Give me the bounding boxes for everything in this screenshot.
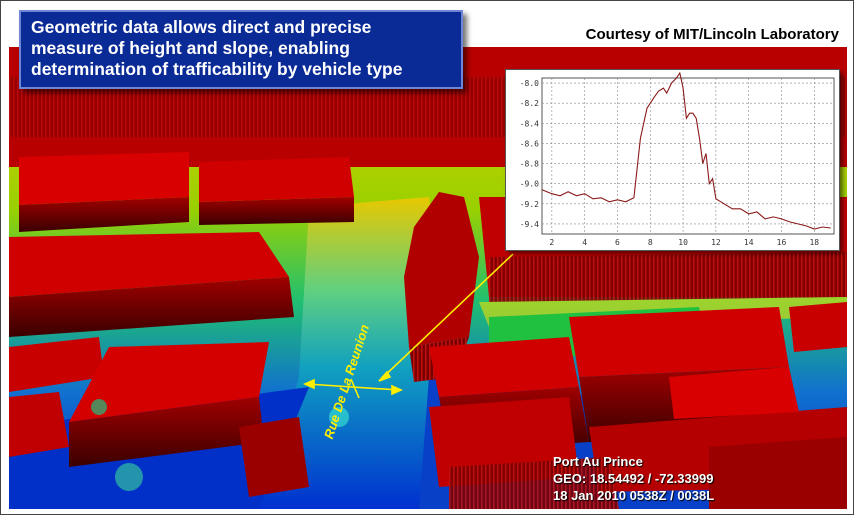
x-tick-label: 14 [744,238,754,247]
x-tick-label: 10 [678,238,688,247]
y-tick-label: -8.2 [520,99,539,108]
y-tick-label: -9.0 [520,180,539,189]
y-tick-label: -8.8 [520,160,539,169]
x-tick-label: 16 [777,238,787,247]
chart-grid [541,77,835,235]
x-tick-label: 8 [648,238,653,247]
headline-line: determination of trafficability by vehic… [31,59,403,79]
location-info: Port Au Prince GEO: 18.54492 / -72.33999… [553,453,714,504]
road-width-arrow-left [303,378,315,390]
location-datetime: 18 Jan 2010 0538Z / 0038L [553,488,715,503]
credit-text: Courtesy of MIT/Lincoln Laboratory [585,26,839,43]
x-tick-label: 2 [549,238,554,247]
height-profile-chart: -8.0 -8.2 -8.4 -8.6 -8.8 -9.0 -9.2 -9.4 2 4 6 8 10 1… [505,69,840,251]
y-tick-label: -8.6 [520,139,539,148]
x-tick-label: 6 [615,238,620,247]
headline-line: Geometric data allows direct and precise [31,17,372,37]
x-tick-labels: 2 4 6 8 10 12 14 16 18 [549,238,819,247]
headline-box: Geometric data allows direct and precise… [19,10,463,89]
y-tick-label: -8.4 [520,119,539,128]
x-tick-label: 4 [582,238,587,247]
y-tick-labels: -8.0 -8.2 -8.4 -8.6 -8.8 -9.0 -9.2 -9.4 [520,79,539,229]
road-width-measure-line [306,383,400,391]
y-tick-label: -9.2 [520,200,539,209]
road-width-cross-tick [350,378,360,399]
plot-frame [541,77,835,235]
y-tick-label: -9.4 [520,220,539,229]
height-profile-line [541,71,831,230]
location-place: Port Au Prince [553,454,643,469]
headline-line: measure of height and slope, enabling [31,38,350,58]
height-profile-plot: -8.0 -8.2 -8.4 -8.6 -8.8 -9.0 -9.2 -9.4 2 4 6 8 10 1… [520,71,835,247]
location-geo: GEO: 18.54492 / -72.33999 [553,471,714,486]
callout-pointer-arrowhead [378,370,392,382]
x-tick-label: 18 [809,238,819,247]
road-width-arrow-right [391,384,403,396]
y-tick-label: -8.0 [520,79,539,88]
x-tick-label: 12 [711,238,721,247]
callout-pointer-line [378,253,514,382]
